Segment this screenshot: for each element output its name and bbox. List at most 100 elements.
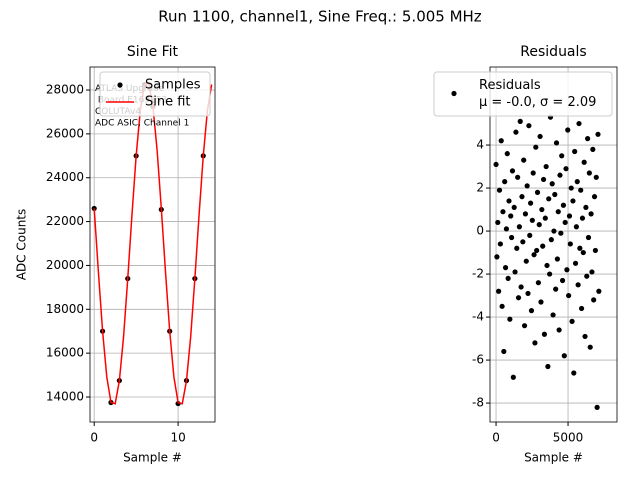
data-point xyxy=(536,222,542,228)
x-axis-label: Sample # xyxy=(524,451,583,465)
data-point xyxy=(527,232,533,238)
legend-marker xyxy=(117,82,123,88)
data-point xyxy=(559,153,565,159)
y-tick-label: -2 xyxy=(472,267,484,281)
data-point xyxy=(494,254,500,260)
data-point xyxy=(497,241,503,247)
data-point xyxy=(496,187,503,193)
x-axis-label: Sample # xyxy=(123,451,182,465)
y-tick-label: 28000 xyxy=(46,83,84,97)
data-point xyxy=(493,161,499,168)
data-point xyxy=(500,209,506,215)
y-tick-label: 26000 xyxy=(46,126,84,140)
y-tick-label: 22000 xyxy=(46,214,84,228)
axes-title: Sine Fit xyxy=(127,44,179,60)
y-tick-label: 16000 xyxy=(46,346,84,360)
data-point xyxy=(537,133,543,140)
data-point xyxy=(540,243,546,249)
data-point xyxy=(590,146,596,152)
data-point xyxy=(553,140,560,146)
data-point xyxy=(526,123,532,129)
data-point xyxy=(594,404,600,410)
legend-label: Residuals μ = -0.0, σ = 2.09 xyxy=(479,78,596,110)
data-point xyxy=(545,363,551,370)
plot-area xyxy=(493,114,602,410)
data-point xyxy=(570,198,576,204)
data-point xyxy=(520,239,526,245)
data-point xyxy=(595,131,601,137)
data-point xyxy=(528,200,534,206)
data-point xyxy=(524,183,530,189)
data-point xyxy=(588,211,594,217)
data-point xyxy=(583,204,589,211)
data-point xyxy=(535,280,541,286)
data-point xyxy=(498,138,504,144)
data-point xyxy=(582,333,588,340)
data-point xyxy=(596,288,602,294)
data-point xyxy=(539,206,545,213)
legend-label: Sine fit xyxy=(145,95,191,110)
data-point xyxy=(586,170,592,176)
data-point xyxy=(503,226,510,232)
data-point xyxy=(518,284,524,290)
legend-label: Samples xyxy=(145,78,201,93)
data-point xyxy=(515,295,522,301)
data-point xyxy=(509,168,516,174)
y-tick-label: 0 xyxy=(476,224,484,238)
data-point xyxy=(566,213,573,219)
x-tick-label: 0 xyxy=(90,431,98,445)
data-point xyxy=(495,219,501,226)
data-point xyxy=(529,217,535,223)
data-point xyxy=(519,194,525,200)
legend-box xyxy=(433,71,613,117)
data-point xyxy=(525,290,531,297)
data-point xyxy=(513,129,519,135)
data-point xyxy=(559,277,566,284)
data-point xyxy=(512,269,518,275)
data-point xyxy=(522,211,529,217)
data-point xyxy=(580,249,586,256)
data-point xyxy=(571,370,577,376)
data-point xyxy=(566,292,572,299)
data-point xyxy=(557,172,563,178)
data-point xyxy=(576,120,582,127)
legend-box xyxy=(99,71,211,117)
data-point xyxy=(541,331,548,337)
plot-area xyxy=(91,81,213,407)
y-tick-label: 18000 xyxy=(46,302,84,316)
y-tick-label: 20000 xyxy=(46,258,84,272)
data-point xyxy=(546,196,552,202)
data-point xyxy=(515,174,521,180)
data-point xyxy=(547,271,553,277)
data-point xyxy=(508,213,514,219)
data-point xyxy=(532,340,538,346)
data-point xyxy=(538,299,544,305)
data-point xyxy=(591,194,598,200)
y-tick-label: 14000 xyxy=(46,390,84,404)
y-tick-label: 4 xyxy=(476,138,484,152)
axes-title: Residuals xyxy=(520,44,586,60)
x-tick-label: 5000 xyxy=(553,431,584,445)
legend-marker xyxy=(451,90,457,97)
data-point xyxy=(562,219,568,226)
data-point xyxy=(572,260,579,266)
data-point xyxy=(587,344,593,350)
data-point xyxy=(555,209,561,215)
data-point xyxy=(540,176,547,183)
data-point xyxy=(563,166,569,172)
data-point xyxy=(573,224,579,230)
data-point xyxy=(553,286,559,292)
data-point xyxy=(506,198,512,204)
data-point xyxy=(549,181,555,187)
data-point xyxy=(542,215,548,221)
data-point xyxy=(585,136,591,142)
data-point xyxy=(530,170,536,176)
data-point xyxy=(550,312,556,318)
data-point xyxy=(501,348,507,355)
data-point xyxy=(544,262,550,269)
axes-frame xyxy=(89,66,216,423)
data-point xyxy=(568,185,574,191)
data-point xyxy=(572,148,578,155)
y-tick-label: -4 xyxy=(472,310,484,324)
